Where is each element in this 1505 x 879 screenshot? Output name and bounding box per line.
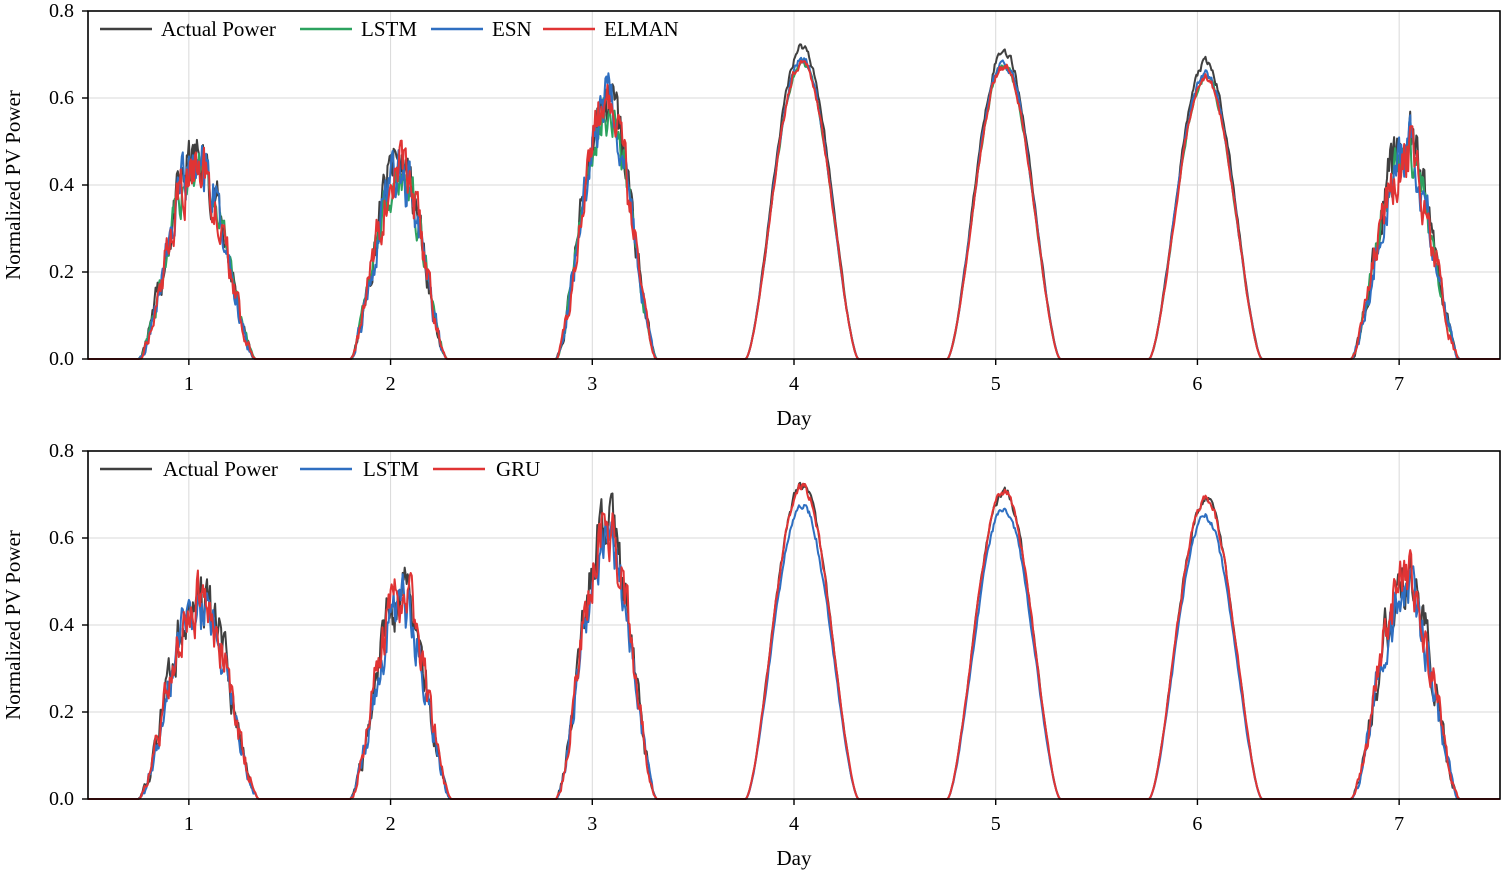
- y-tick-label: 0.6: [49, 527, 74, 549]
- x-tick-label: 2: [386, 813, 396, 835]
- legend-label: ELMAN: [604, 17, 679, 41]
- x-tick-label: 5: [991, 813, 1001, 835]
- y-tick-label: 0.6: [49, 87, 74, 109]
- legend: Actual Power LSTM ESN ELMAN: [100, 17, 679, 41]
- y-tick-label: 0.0: [49, 788, 74, 810]
- legend-label: LSTM: [361, 17, 417, 41]
- legend: Actual Power LSTM GRU: [100, 457, 540, 481]
- y-axis-title: Normalized PV Power: [1, 90, 25, 280]
- legend-label: LSTM: [363, 457, 419, 481]
- x-tick-label: 3: [587, 373, 597, 395]
- x-tick-label: 5: [991, 373, 1001, 395]
- x-tick-label: 1: [184, 813, 194, 835]
- x-tick-label: 4: [789, 813, 799, 835]
- chart-panel-1: 1 2 3 4 5 6 7 0.0 0.2 0.4 0.6 0.8 Day Normalized PV P…: [1, 0, 1501, 430]
- y-tick-label: 0.2: [49, 261, 74, 283]
- x-tick-label: 6: [1192, 373, 1202, 395]
- x-tick-label: 7: [1394, 813, 1404, 835]
- x-tick-label: 7: [1394, 373, 1404, 395]
- y-tick-label: 0.0: [49, 348, 74, 370]
- y-axis-title: Normalized PV Power: [1, 530, 25, 720]
- y-tick-label: 0.8: [49, 440, 74, 462]
- x-tick-label: 2: [386, 373, 396, 395]
- chart-panel-2: 1 2 3 4 5 6 7 0.0 0.2 0.4 0.6 0.8 Day Normalized PV P…: [1, 440, 1501, 870]
- y-tick-label: 0.4: [49, 174, 74, 196]
- x-tick-label: 1: [184, 373, 194, 395]
- y-tick-label: 0.8: [49, 0, 74, 22]
- x-axis-title: Day: [777, 406, 812, 430]
- legend-label: Actual Power: [161, 17, 276, 41]
- x-axis-title: Day: [777, 846, 812, 870]
- x-tick-label: 4: [789, 373, 799, 395]
- x-tick-label: 3: [587, 813, 597, 835]
- y-tick-label: 0.4: [49, 614, 74, 636]
- y-tick-label: 0.2: [49, 701, 74, 723]
- legend-label: ESN: [492, 17, 532, 41]
- legend-label: GRU: [496, 457, 540, 481]
- legend-label: Actual Power: [163, 457, 278, 481]
- x-tick-label: 6: [1192, 813, 1202, 835]
